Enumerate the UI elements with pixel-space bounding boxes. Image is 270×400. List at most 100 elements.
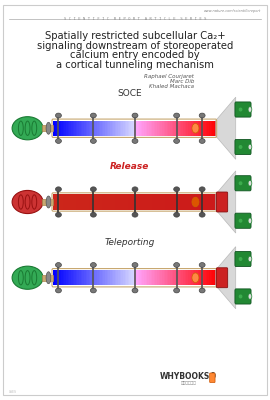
Bar bbox=[194, 270, 196, 285]
Bar bbox=[128, 121, 130, 136]
Text: Teleporting: Teleporting bbox=[104, 238, 155, 247]
Bar bbox=[139, 194, 141, 210]
Bar bbox=[73, 121, 75, 136]
Bar bbox=[186, 194, 188, 210]
Text: WHYBOOKS®: WHYBOOKS® bbox=[160, 372, 218, 381]
Ellipse shape bbox=[239, 219, 242, 223]
Ellipse shape bbox=[12, 190, 43, 214]
Ellipse shape bbox=[239, 181, 242, 185]
Bar bbox=[193, 121, 195, 136]
Bar bbox=[129, 121, 131, 136]
Bar bbox=[212, 121, 214, 136]
Bar bbox=[92, 194, 94, 210]
Bar bbox=[154, 194, 156, 210]
Bar bbox=[94, 270, 96, 285]
Bar bbox=[86, 121, 87, 136]
Bar bbox=[165, 194, 167, 210]
Bar bbox=[112, 270, 113, 285]
Bar bbox=[63, 194, 65, 210]
Bar bbox=[126, 121, 128, 136]
Bar bbox=[162, 270, 164, 285]
Bar bbox=[133, 270, 135, 285]
Bar bbox=[55, 194, 57, 210]
Bar bbox=[92, 270, 94, 285]
Bar bbox=[124, 121, 126, 136]
Bar bbox=[89, 194, 91, 210]
Bar bbox=[204, 194, 206, 210]
Bar bbox=[147, 194, 149, 210]
Bar bbox=[151, 121, 153, 136]
Bar bbox=[211, 194, 212, 210]
Bar bbox=[115, 194, 117, 210]
Bar bbox=[206, 121, 208, 136]
Bar bbox=[198, 270, 200, 285]
Bar bbox=[164, 270, 166, 285]
Bar bbox=[99, 121, 100, 136]
Bar bbox=[194, 194, 196, 210]
Bar bbox=[164, 194, 166, 210]
Bar bbox=[202, 270, 204, 285]
Bar bbox=[121, 121, 123, 136]
Bar bbox=[175, 194, 177, 210]
Bar bbox=[149, 121, 151, 136]
Bar bbox=[152, 121, 154, 136]
Bar bbox=[95, 194, 97, 210]
Bar bbox=[152, 270, 154, 285]
Bar bbox=[154, 270, 156, 285]
Bar bbox=[65, 121, 66, 136]
Bar bbox=[107, 121, 109, 136]
Bar bbox=[214, 194, 216, 210]
Ellipse shape bbox=[132, 262, 138, 267]
Bar bbox=[186, 121, 188, 136]
Ellipse shape bbox=[46, 122, 51, 134]
Ellipse shape bbox=[192, 197, 199, 207]
Bar bbox=[183, 121, 185, 136]
Bar bbox=[209, 270, 211, 285]
FancyBboxPatch shape bbox=[235, 140, 251, 154]
Bar bbox=[89, 270, 91, 285]
Bar bbox=[181, 270, 183, 285]
Circle shape bbox=[248, 256, 252, 262]
Bar bbox=[105, 270, 107, 285]
Bar bbox=[141, 194, 143, 210]
Bar bbox=[110, 194, 112, 210]
Bar bbox=[97, 121, 99, 136]
Ellipse shape bbox=[56, 288, 61, 293]
Bar bbox=[128, 194, 130, 210]
FancyBboxPatch shape bbox=[235, 176, 251, 191]
Bar bbox=[79, 121, 81, 136]
Bar bbox=[53, 121, 55, 136]
Bar bbox=[147, 270, 149, 285]
Ellipse shape bbox=[56, 212, 61, 217]
Bar bbox=[193, 270, 195, 285]
Bar bbox=[157, 270, 159, 285]
Bar bbox=[56, 194, 58, 210]
Ellipse shape bbox=[174, 288, 180, 293]
Bar bbox=[207, 121, 209, 136]
Bar bbox=[66, 194, 68, 210]
Bar bbox=[198, 121, 200, 136]
Bar bbox=[191, 194, 193, 210]
Bar bbox=[178, 270, 180, 285]
Bar bbox=[146, 121, 148, 136]
FancyBboxPatch shape bbox=[235, 102, 251, 117]
Ellipse shape bbox=[199, 262, 205, 267]
Bar bbox=[178, 194, 180, 210]
Bar bbox=[81, 194, 83, 210]
Bar bbox=[190, 121, 191, 136]
Ellipse shape bbox=[174, 187, 180, 192]
Bar bbox=[156, 121, 157, 136]
Bar bbox=[149, 194, 151, 210]
Ellipse shape bbox=[199, 113, 205, 118]
Text: Marc Dib: Marc Dib bbox=[170, 79, 194, 84]
Bar bbox=[100, 194, 102, 210]
Bar bbox=[162, 194, 164, 210]
Bar bbox=[172, 121, 174, 136]
Bar bbox=[160, 270, 162, 285]
Bar bbox=[76, 270, 78, 285]
Bar bbox=[159, 270, 161, 285]
Bar bbox=[138, 270, 140, 285]
Bar bbox=[196, 121, 198, 136]
Bar bbox=[167, 194, 169, 210]
Bar bbox=[131, 270, 133, 285]
